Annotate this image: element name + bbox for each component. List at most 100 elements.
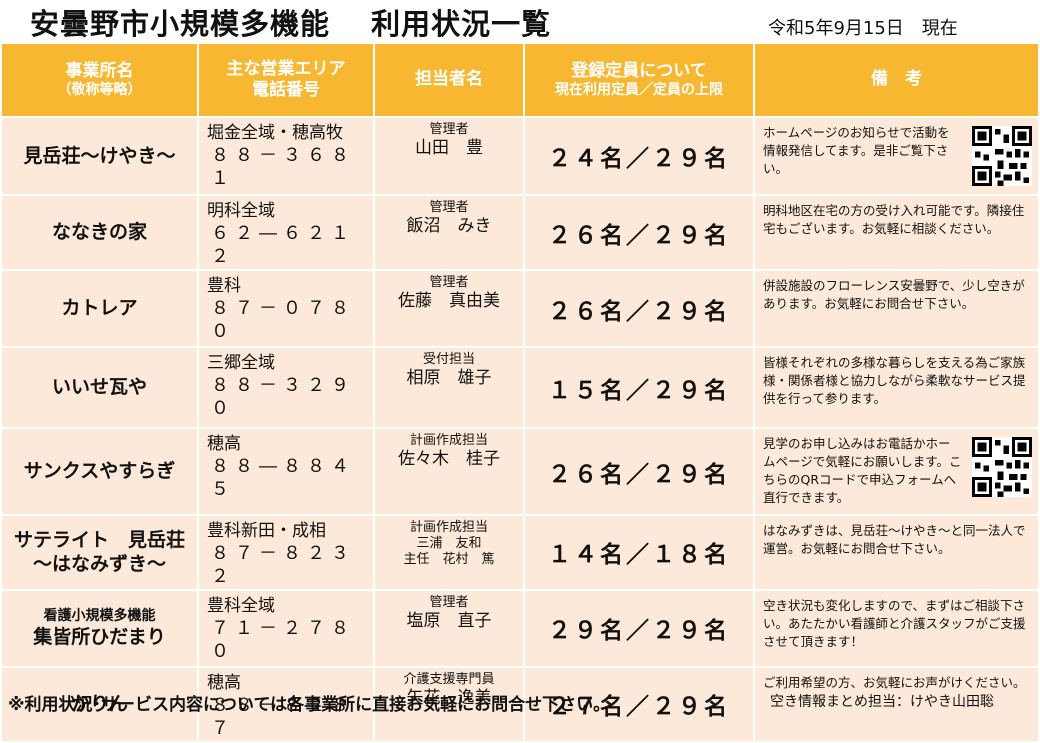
staff-role: 管理者 (429, 594, 469, 610)
service-area: 豊科全域 (207, 595, 275, 616)
facility-type: 看護小規模多機能 (43, 607, 156, 624)
staff-role: 管理者 (429, 275, 469, 290)
capacity-count: ２６名／２９名 (548, 461, 730, 488)
area-phone-cell: 明科全域 ６２―６２１２ (198, 195, 375, 271)
table-row: 見岳荘～けやき～ 堀金全域・穂高牧 ８８－３６８１ 管理者 山田 豊 ２４名／２９名 ホーム… (2, 117, 1038, 196)
notes-cell: 併設施設のフローレンス安曇野で、少し空きがあります。お気軽にお問合せ下さい。 (754, 270, 1038, 348)
capacity-count: ２７名／２９名 (548, 694, 730, 721)
staff-name: 塩原 直子 (406, 611, 492, 632)
facility-name-cell: サテライト 見岳荘 ～はなみずき～ (2, 515, 199, 591)
staff-name: 矢花 逸美 (406, 688, 492, 709)
notes-text: ホームページのお知らせで活動を情報発信してます。是非ご覧下さい。 (763, 125, 950, 177)
phone-number: ７１－２７８０ (211, 617, 355, 663)
facility-name: かりん (70, 692, 128, 715)
staff-role: 介護支援専門員 (403, 671, 495, 687)
notes-text: 見学のお申し込みはお電話かホームページで気軽にお願いします。こちらのQRコードで… (763, 436, 962, 506)
facility-name: 集皆所ひだまり (33, 626, 166, 649)
area-phone-cell: 豊科全域 ７１－２７８０ (198, 589, 375, 668)
facility-name: サテライト 見岳荘 ～はなみずき～ (13, 528, 185, 576)
area-phone-cell: 穂高 ８８―８８４５ (198, 428, 375, 516)
facility-name-cell: サンクスやすらぎ (2, 428, 199, 516)
facility-name: ななきの家 (51, 221, 147, 244)
facility-name: サンクスやすらぎ (23, 460, 176, 483)
service-area: 穂高 (207, 672, 241, 693)
capacity-cell: １４名／１８名 (524, 515, 755, 591)
staff-role: 計画作成担当 (409, 433, 488, 448)
service-area: 堀金全域・穂高牧 (207, 123, 343, 143)
facility-name-cell: 見岳荘～けやき～ (2, 117, 199, 196)
capacity-count: ２６名／２９名 (548, 298, 730, 325)
staff-cell: 計画作成担当 三浦 友和 主任 花村 篤 (374, 515, 525, 591)
notes-cell: 明科地区在宅の方の受け入れ可能です。隣接住宅もございます。お気軽に相談ください。 (754, 195, 1038, 271)
area-phone-cell: 豊科 ８７－０７８０ (198, 270, 375, 348)
area-phone-cell: 豊科新田・成相 ８７－８２３２ (198, 515, 375, 591)
facility-name-cell: 看護小規模多機能集皆所ひだまり (2, 589, 199, 668)
qr-code-icon[interactable] (972, 437, 1032, 497)
phone-number: ８８―８８４５ (211, 456, 355, 501)
notes-text: はなみずきは、見岳荘～けやき～と同一法人で運営。お気軽にお問合せ下さい。 (763, 523, 1026, 557)
staff-cell: 管理者 飯沼 みき (374, 195, 525, 271)
staff-name: 佐藤 真由美 (398, 291, 500, 312)
phone-number: ６２―６２１２ (211, 223, 355, 268)
facility-name-cell: カトレア (2, 270, 199, 348)
staff-role: 受付担当 (422, 352, 475, 367)
notes-cell: 見学のお申し込みはお電話かホームページで気軽にお願いします。こちらのQRコードで… (754, 428, 1038, 516)
staff-name: 相原 雄子 (406, 368, 492, 389)
notes-cell: はなみずきは、見岳荘～けやき～と同一法人で運営。お気軽にお問合せ下さい。 (754, 515, 1038, 591)
header-facility-name: 事業所名 （敬称等略） (2, 44, 199, 118)
phone-number: ８７－８２３２ (211, 543, 355, 588)
notes-cell: 空き状況も変化しますので、まずはご相談下さい。あたたかい看護師と介護スタッフがご… (754, 589, 1038, 668)
header-area-phone: 主な営業エリア 電話番号 (198, 44, 375, 118)
notes-text: 空き状況も変化しますので、まずはご相談下さい。あたたかい看護師と介護スタッフがご… (763, 597, 1026, 650)
staff-role: 計画作成担当 (409, 520, 488, 535)
notes-cell: ホームページのお知らせで活動を情報発信してます。是非ご覧下さい。 (754, 117, 1038, 196)
area-phone-cell: 三郷全域 ８８－３２９０ (198, 347, 375, 429)
table-header-row: 事業所名 （敬称等略） 主な営業エリア 電話番号 担当者名 登録定員について 現… (2, 44, 1038, 118)
footer-note: ※利用状況･サービス内容については各事業所に直接お気軽にお問合せ下さい。 (8, 695, 611, 715)
notes-text: 併設施設のフローレンス安曇野で、少し空きがあります。お気軽にお問合せ下さい。 (763, 278, 1025, 312)
phone-number: ８７－０７８０ (211, 298, 355, 343)
table-row: ななきの家 明科全域 ６２―６２１２ 管理者 飯沼 みき ２６名／２９名 明科地区在宅の方の… (2, 195, 1038, 271)
facility-status-table: 事業所名 （敬称等略） 主な営業エリア 電話番号 担当者名 登録定員について 現… (2, 44, 1038, 743)
page-title: 安曇野市小規模多機能 利用状況一覧 (30, 7, 552, 41)
staff-names: 三浦 友和 主任 花村 篤 (403, 536, 495, 567)
capacity-count: １４名／１８名 (548, 542, 730, 569)
header-staff: 担当者名 (374, 44, 525, 118)
table-row: いいせ瓦や 三郷全域 ８８－３２９０ 受付担当 相原 雄子 １５名／２９名 皆様それぞれの多… (2, 347, 1038, 429)
qr-code-icon[interactable] (972, 126, 1032, 186)
service-area: 明科全域 (207, 201, 275, 221)
capacity-cell: １５名／２９名 (524, 347, 755, 429)
phone-number: ８８－３６８１ (211, 145, 355, 190)
service-area: 豊科 (207, 276, 241, 296)
capacity-count: ２４名／２９名 (548, 146, 730, 172)
capacity-cell: ２４名／２９名 (524, 117, 755, 196)
footer-contact: 空き情報まとめ担当：けやき山田聡 (770, 694, 994, 710)
area-phone-cell: 堀金全域・穂高牧 ８８－３６８１ (198, 117, 375, 196)
facility-name-cell: ななきの家 (2, 195, 199, 271)
facility-name-cell: いいせ瓦や (2, 347, 199, 429)
facility-name: いいせ瓦や (51, 376, 147, 399)
staff-cell: 受付担当 相原 雄子 (374, 347, 525, 429)
service-area: 三郷全域 (207, 353, 275, 373)
service-area: 豊科新田・成相 (207, 521, 326, 541)
header-notes: 備 考 (754, 44, 1038, 118)
staff-role: 管理者 (429, 122, 469, 137)
phone-number: ８８－３２９０ (211, 375, 355, 420)
notes-text: ご利用希望の方、お気軽にお声がけください。 (763, 674, 1026, 690)
capacity-count: ２６名／２９名 (548, 222, 730, 249)
staff-cell: 管理者 佐藤 真由美 (374, 270, 525, 348)
staff-name: 飯沼 みき (406, 216, 492, 237)
staff-cell: 計画作成担当 佐々木 桂子 (374, 428, 525, 516)
capacity-cell: ２６名／２９名 (524, 270, 755, 348)
table-row: サテライト 見岳荘 ～はなみずき～ 豊科新田・成相 ８７－８２３２ 計画作成担当 三浦 … (2, 515, 1038, 591)
facility-name: カトレア (61, 297, 138, 320)
capacity-cell: ２６名／２９名 (524, 428, 755, 516)
staff-cell: 管理者 山田 豊 (374, 117, 525, 196)
capacity-count: １５名／２９名 (548, 377, 730, 404)
service-area: 穂高 (207, 434, 241, 454)
table-row: サンクスやすらぎ 穂高 ８８―８８４５ 計画作成担当 佐々木 桂子 ２６名／２９名 見学のお… (2, 428, 1038, 516)
staff-name: 佐々木 桂子 (398, 449, 500, 470)
staff-role: 管理者 (429, 200, 469, 215)
table-row: 看護小規模多機能 集皆所ひだまり 豊科全域 ７１－２７８０ 管理者 塩原 直子 ２９名／２９… (2, 589, 1038, 668)
notes-text: 明科地区在宅の方の受け入れ可能です。隣接住宅もございます。お気軽に相談ください。 (763, 203, 1025, 237)
